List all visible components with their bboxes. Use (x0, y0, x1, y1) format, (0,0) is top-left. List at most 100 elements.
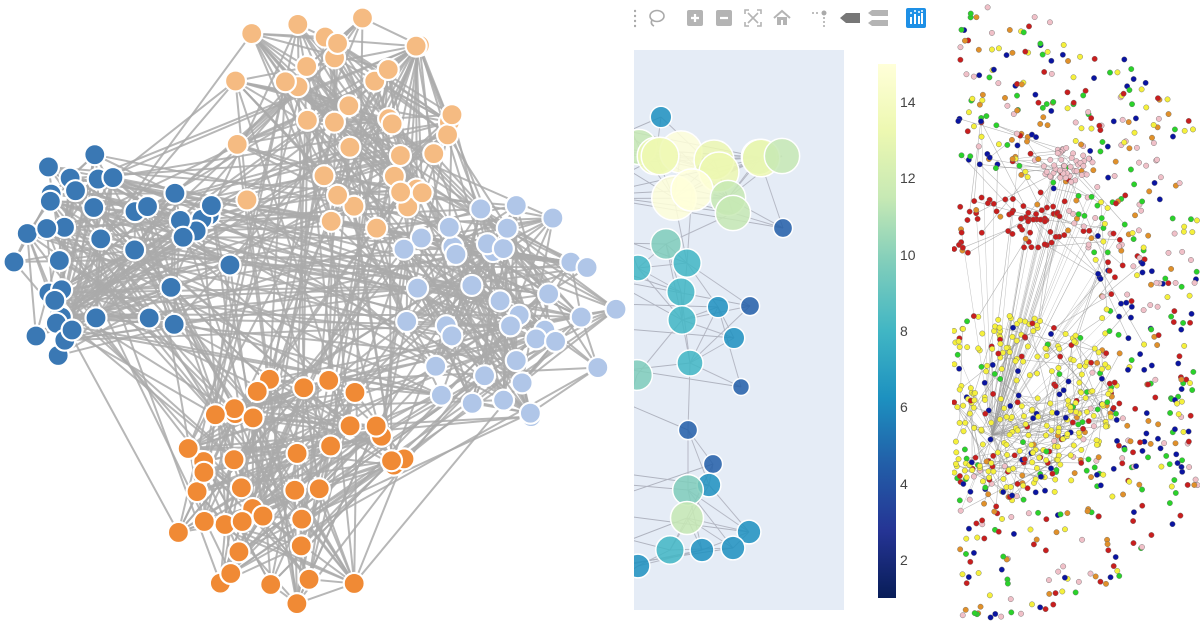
graph-node[interactable] (380, 112, 404, 136)
graph-node[interactable] (671, 473, 705, 507)
graph-node[interactable] (630, 358, 654, 392)
graph-node[interactable] (273, 70, 297, 94)
graph-node[interactable] (491, 388, 516, 412)
graph-node[interactable] (286, 12, 310, 37)
graph-node[interactable] (137, 306, 161, 330)
graph-node[interactable] (389, 180, 413, 204)
plotly-logo-icon[interactable] (906, 8, 926, 28)
graph-node[interactable] (82, 195, 106, 220)
graph-node[interactable] (640, 136, 680, 176)
graph-node[interactable] (292, 376, 316, 400)
lasso-icon[interactable] (646, 8, 666, 28)
graph-node[interactable] (655, 535, 685, 565)
graph-node[interactable] (763, 137, 801, 175)
graph-node[interactable] (251, 504, 275, 528)
graph-node[interactable] (495, 216, 519, 240)
graph-node[interactable] (437, 215, 461, 239)
graph-node[interactable] (395, 309, 419, 334)
graph-node[interactable] (435, 123, 460, 147)
zoom-in-icon[interactable] (685, 8, 705, 28)
graph-node[interactable] (388, 143, 413, 168)
graph-node[interactable] (338, 135, 362, 159)
graph-node[interactable] (444, 242, 468, 267)
spike-lines-icon[interactable] (810, 8, 830, 28)
graph-node[interactable] (649, 105, 673, 129)
graph-node[interactable] (670, 168, 714, 212)
graph-node[interactable] (235, 188, 259, 212)
graph-node[interactable] (230, 509, 254, 534)
graph-node[interactable] (229, 476, 253, 500)
graph-node[interactable] (317, 368, 341, 392)
graph-node[interactable] (424, 354, 448, 378)
graph-node[interactable] (343, 380, 367, 405)
graph-node[interactable] (199, 193, 223, 218)
graph-node[interactable] (469, 197, 493, 221)
graph-node[interactable] (285, 591, 309, 616)
graph-node[interactable] (338, 414, 362, 438)
autoscale-icon[interactable] (743, 8, 763, 28)
graph-node[interactable] (342, 571, 366, 596)
graph-node[interactable] (604, 297, 628, 321)
graph-node[interactable] (630, 553, 651, 579)
graph-node[interactable] (297, 567, 321, 591)
graph-node[interactable] (410, 181, 434, 205)
graph-node[interactable] (472, 364, 497, 388)
graph-node[interactable] (312, 164, 336, 188)
graph-node[interactable] (460, 391, 484, 415)
graph-node[interactable] (89, 227, 113, 251)
graph-node[interactable] (722, 326, 746, 350)
graph-node[interactable] (702, 453, 724, 475)
home-icon[interactable] (772, 8, 792, 28)
graph-node[interactable] (218, 253, 242, 277)
graph-node[interactable] (2, 250, 26, 274)
graph-node[interactable] (365, 216, 389, 240)
graph-node[interactable] (510, 371, 534, 395)
graph-node[interactable] (350, 6, 375, 30)
graph-node[interactable] (192, 460, 216, 484)
zoom-out-icon[interactable] (714, 8, 734, 28)
graph-node[interactable] (295, 54, 319, 79)
graph-node[interactable] (524, 327, 548, 351)
graph-node[interactable] (325, 31, 350, 56)
graph-node[interactable] (488, 289, 512, 313)
graph-node[interactable] (586, 355, 610, 380)
graph-node[interactable] (283, 478, 307, 502)
graph-node[interactable] (667, 305, 697, 335)
graph-node[interactable] (307, 477, 331, 501)
graph-node[interactable] (36, 155, 61, 179)
graph-node[interactable] (15, 221, 39, 246)
graph-node[interactable] (135, 194, 160, 219)
graph-node[interactable] (319, 209, 343, 233)
graph-node[interactable] (222, 448, 246, 472)
graph-node[interactable] (672, 248, 702, 278)
graph-node[interactable] (736, 519, 762, 545)
graph-node[interactable] (676, 349, 704, 377)
graph-node[interactable] (192, 509, 216, 534)
graph-node[interactable] (24, 324, 48, 348)
graph-node[interactable] (43, 288, 67, 312)
hover-compare-icon[interactable] (866, 8, 890, 28)
graph-node[interactable] (541, 206, 565, 230)
graph-node[interactable] (649, 227, 683, 261)
graph-node[interactable] (498, 314, 523, 338)
graph-node[interactable] (376, 57, 400, 82)
graph-node[interactable] (404, 34, 428, 58)
plot-area[interactable] (630, 0, 950, 630)
graph-node[interactable] (772, 217, 794, 239)
graph-node[interactable] (38, 189, 62, 213)
graph-node[interactable] (543, 329, 568, 353)
graph-node[interactable] (35, 216, 59, 241)
graph-node[interactable] (677, 419, 699, 441)
graph-node[interactable] (460, 273, 484, 298)
graph-node[interactable] (47, 248, 71, 273)
graph-node[interactable] (689, 537, 715, 563)
drag-handle-icon[interactable] (630, 8, 640, 28)
graph-node[interactable] (290, 507, 314, 531)
graph-node[interactable] (440, 324, 464, 348)
graph-node[interactable] (101, 165, 125, 190)
graph-node[interactable] (706, 295, 730, 319)
graph-node[interactable] (223, 69, 248, 93)
graph-node[interactable] (731, 377, 751, 397)
graph-node[interactable] (241, 406, 265, 430)
hover-closest-icon[interactable] (838, 8, 862, 28)
